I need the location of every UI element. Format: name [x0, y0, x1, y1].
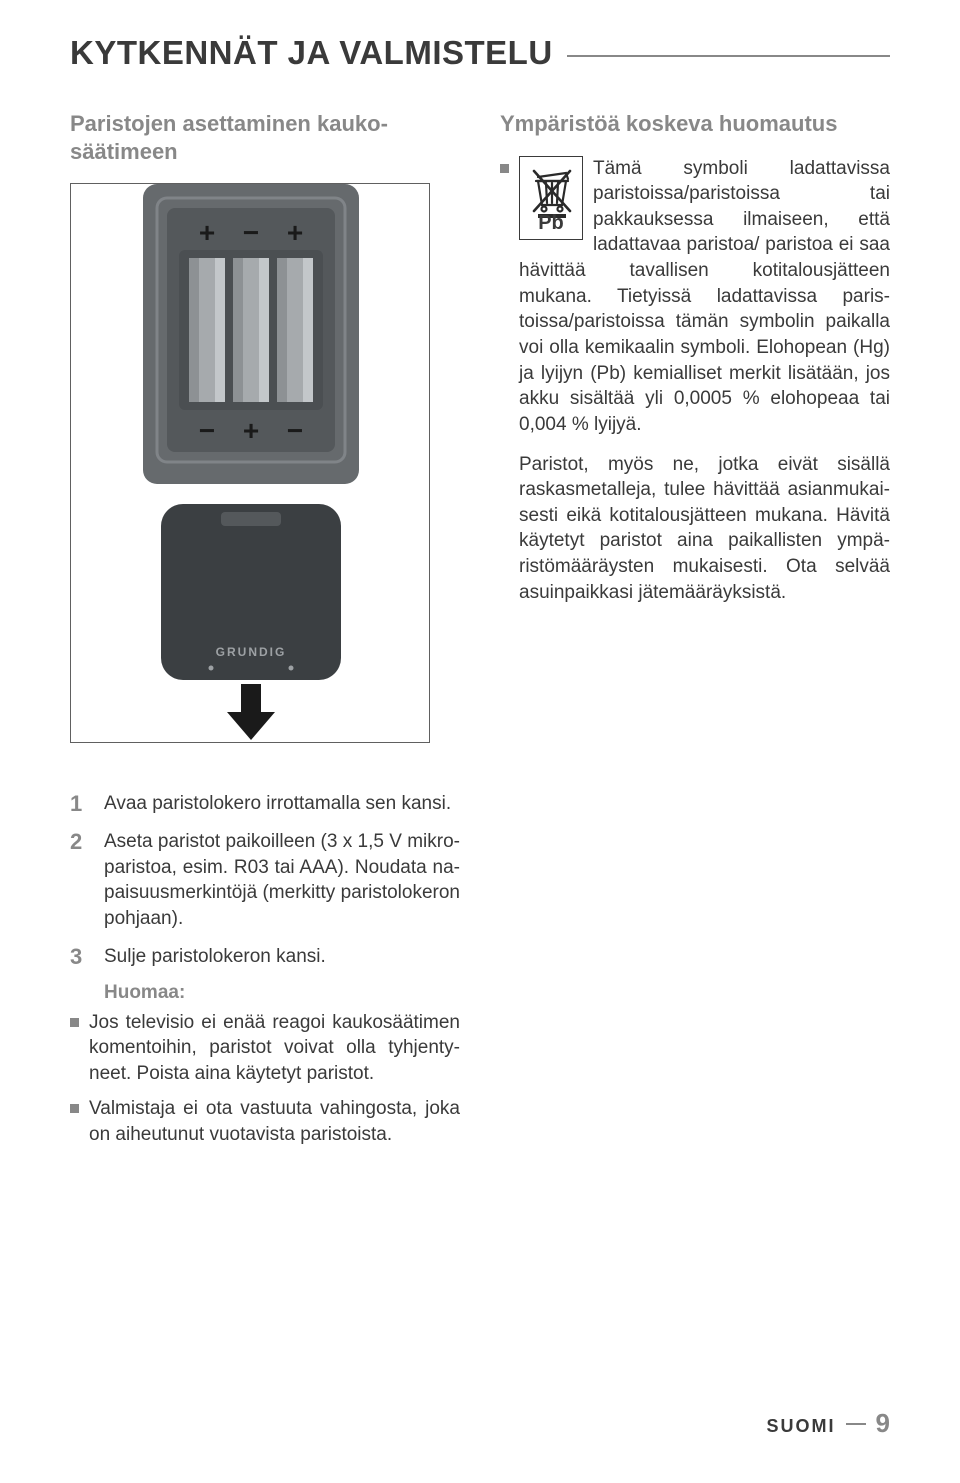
right-subheading: Ympäristöä koskeva huomautus	[500, 110, 890, 138]
bullet-icon	[70, 1104, 79, 1113]
step-number: 3	[70, 944, 86, 970]
bullet-icon	[70, 1018, 79, 1027]
battery-illustration: + − + − + − GRUNDIG	[70, 183, 430, 743]
step-item: 1 Avaa paristolokero irrottamalla sen ka…	[70, 791, 460, 817]
note-heading: Huomaa:	[104, 982, 460, 1004]
footer-language: SUOMI	[767, 1416, 836, 1437]
right-column: Ympäristöä koskeva huomautus	[500, 110, 890, 791]
svg-text:+: +	[199, 217, 215, 248]
weee-icon: Pb	[519, 156, 583, 240]
note-text: Valmistaja ei ota vastuuta vahingosta, j…	[89, 1096, 460, 1147]
bullet-icon	[500, 164, 509, 173]
svg-text:+: +	[243, 415, 259, 446]
page-header: KYTKENNÄT JA VALMISTELU	[70, 34, 890, 72]
weee-label: Pb	[520, 210, 582, 237]
footer-page-number: 9	[876, 1408, 890, 1439]
left-column: Paristojen asettaminen kauko­säätimeen	[70, 110, 460, 791]
step-number: 2	[70, 829, 86, 932]
step-item: 3 Sulje paristolokeron kansi.	[70, 944, 460, 970]
svg-text:−: −	[243, 217, 259, 248]
page-title: KYTKENNÄT JA VALMISTELU	[70, 34, 553, 72]
footer-rule	[846, 1423, 866, 1425]
header-rule	[567, 55, 890, 57]
step-item: 2 Aseta paristot paikoilleen (3 x 1,5 V …	[70, 829, 460, 932]
steps-block: 1 Avaa paristolokero irrottamalla sen ka…	[70, 791, 460, 1148]
note-text: Jos televisio ei enää reagoi kaukosäätim…	[89, 1010, 460, 1087]
note-item: Valmistaja ei ota vastuuta vahingosta, j…	[70, 1096, 460, 1147]
left-subheading: Paristojen asettaminen kauko­säätimeen	[70, 110, 460, 165]
step-text: Sulje paristolokeron kansi.	[104, 944, 460, 970]
svg-text:−: −	[287, 415, 303, 446]
environment-notice: Pb Tämä symboli ladattavissa paristoissa…	[500, 156, 890, 606]
svg-text:GRUNDIG: GRUNDIG	[216, 645, 287, 659]
step-list: 1 Avaa paristolokero irrottamalla sen ka…	[70, 791, 460, 970]
svg-text:−: −	[199, 415, 215, 446]
step-text: Aseta paristot paikoilleen (3 x 1,5 V mi…	[104, 829, 460, 932]
step-number: 1	[70, 791, 86, 817]
page-footer: SUOMI 9	[767, 1408, 890, 1439]
note-item: Jos televisio ei enää reagoi kaukosäätim…	[70, 1010, 460, 1087]
step-text: Avaa paristolokero irrottamalla sen kans…	[104, 791, 460, 817]
env-para-2: Paristot, myös ne, jotka eivät sisällä r…	[519, 452, 890, 606]
svg-text:+: +	[287, 217, 303, 248]
